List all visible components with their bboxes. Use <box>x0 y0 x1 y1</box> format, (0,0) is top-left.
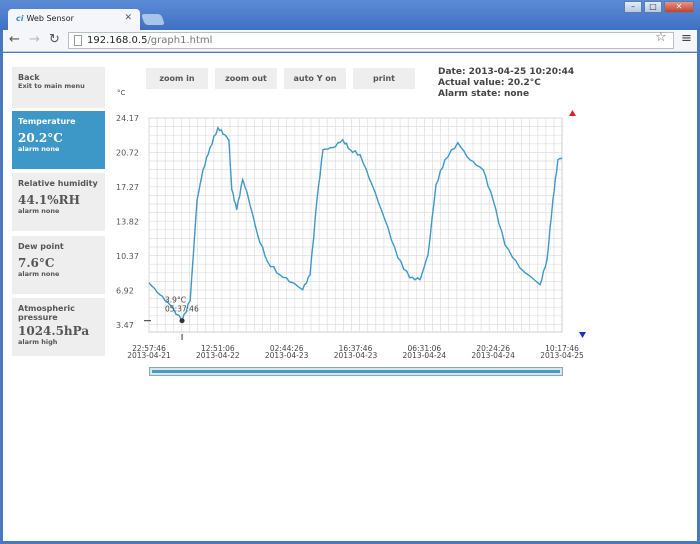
min-point-marker <box>179 318 185 324</box>
bookmark-star-icon[interactable]: ☆ <box>655 30 667 45</box>
item-alarm: alarm high <box>18 338 58 346</box>
reading-value: Actual value: 20.2°C <box>438 78 541 88</box>
y-tick-label: 20.72 <box>116 149 139 158</box>
y-tick-label: 24.17 <box>116 114 139 123</box>
x-tick-time: 16:37:46 <box>339 344 373 353</box>
y-axis-unit: °C <box>117 89 126 97</box>
y-tick-label: 17.27 <box>116 183 139 192</box>
browser-tab[interactable]: ci Web Sensor ✕ <box>8 9 140 31</box>
back-sublabel: Exit to main menu <box>18 82 85 90</box>
forward-arrow-icon[interactable]: → <box>29 32 40 47</box>
sidebar-item-humidity[interactable]: Relative humidity 44.1%RH alarm none <box>12 173 105 231</box>
x-tick-date: 2013-04-25 <box>540 351 584 360</box>
browser-toolbar: ← → ↻ 192.168.0.5/graph1.html ☆ ≡ <box>3 30 697 52</box>
sidebar-item-temperature[interactable]: Temperature 20.2°C alarm none <box>12 111 105 169</box>
reading-alarm: Alarm state: none <box>438 89 530 99</box>
x-tick-date: 2013-04-24 <box>403 351 447 360</box>
url-host: 192.168.0.5 <box>87 35 148 46</box>
min-time-label: 05:37:46 <box>165 305 199 314</box>
x-tick-date: 2013-04-23 <box>265 351 309 360</box>
x-tick-time: 22:57:46 <box>132 344 166 353</box>
x-tick-date: 2013-04-22 <box>196 351 240 360</box>
y-tick-label: 6.92 <box>116 287 134 296</box>
minimize-button[interactable]: – <box>624 1 642 13</box>
item-value: 1024.5hPa <box>18 324 90 338</box>
maximize-button[interactable]: □ <box>644 1 662 13</box>
y-tick-label: 13.82 <box>116 218 139 227</box>
x-tick-time: 10:17:46 <box>545 344 579 353</box>
address-bar[interactable]: 192.168.0.5/graph1.html <box>68 32 674 49</box>
site-favicon-icon: ci <box>16 14 24 23</box>
item-alarm: alarm none <box>18 270 60 278</box>
x-tick-date: 2013-04-21 <box>127 351 171 360</box>
print-button[interactable]: print <box>353 68 415 89</box>
item-value: 20.2°C <box>18 131 63 145</box>
tab-title: Web Sensor <box>26 14 74 23</box>
back-arrow-icon[interactable]: ← <box>9 32 20 47</box>
zoom-in-button[interactable]: zoom in <box>146 68 208 89</box>
item-alarm: alarm none <box>18 207 60 215</box>
item-value: 44.1%RH <box>18 193 80 207</box>
x-tick-date: 2013-04-24 <box>471 351 515 360</box>
x-tick-time: 02:44:26 <box>270 344 304 353</box>
temperature-series-line <box>148 125 563 323</box>
auto-y-button[interactable]: auto Y on <box>284 68 346 89</box>
reload-icon[interactable]: ↻ <box>49 32 60 47</box>
temperature-chart[interactable]: 24.17 20.72 17.27 13.82 10.37 6.92 3.47 22:57:4… <box>3 53 697 383</box>
menu-icon[interactable]: ≡ <box>681 31 692 46</box>
y-tick-label: 10.37 <box>116 252 139 261</box>
item-title: Dew point <box>18 242 64 251</box>
zoom-out-button[interactable]: zoom out <box>215 68 277 89</box>
url-path: /graph1.html <box>147 35 213 46</box>
alarm-low-triangle-icon <box>579 332 586 338</box>
y-tick-label: 3.47 <box>116 321 134 330</box>
item-title: Relative humidity <box>18 179 98 188</box>
page-icon <box>74 35 82 46</box>
item-title: Temperature <box>18 117 76 126</box>
chart-scrollbar[interactable] <box>149 367 563 376</box>
item-alarm: alarm none <box>18 145 60 153</box>
current-reading: Date: 2013-04-25 10:20:44 Actual value: 2… <box>438 67 574 100</box>
x-tick-time: 06:31:06 <box>407 344 441 353</box>
title-bar: ci Web Sensor ✕ – □ ✕ <box>0 0 700 31</box>
x-tick-time: 12:51:06 <box>201 344 235 353</box>
min-value-label: 3.9°C <box>165 296 186 305</box>
item-title: Atmospheric pressure <box>18 304 75 322</box>
new-tab-button[interactable] <box>140 14 166 25</box>
back-button[interactable]: Back Exit to main menu <box>12 67 105 108</box>
alarm-high-triangle-icon <box>569 110 576 116</box>
reading-date: Date: 2013-04-25 10:20:44 <box>438 67 575 77</box>
page-content: Back Exit to main menu Temperature 20.2°C a… <box>3 53 697 541</box>
sidebar-item-dew-point[interactable]: Dew point 7.6°C alarm none <box>12 236 105 294</box>
x-tick-time: 20:24:26 <box>476 344 510 353</box>
close-window-button[interactable]: ✕ <box>664 1 694 13</box>
back-label: Back <box>18 73 40 82</box>
close-tab-icon[interactable]: ✕ <box>124 13 132 23</box>
x-tick-date: 2013-04-23 <box>334 351 378 360</box>
sidebar-item-pressure[interactable]: Atmospheric pressure 1024.5hPa alarm high <box>12 298 105 356</box>
item-value: 7.6°C <box>18 256 55 270</box>
